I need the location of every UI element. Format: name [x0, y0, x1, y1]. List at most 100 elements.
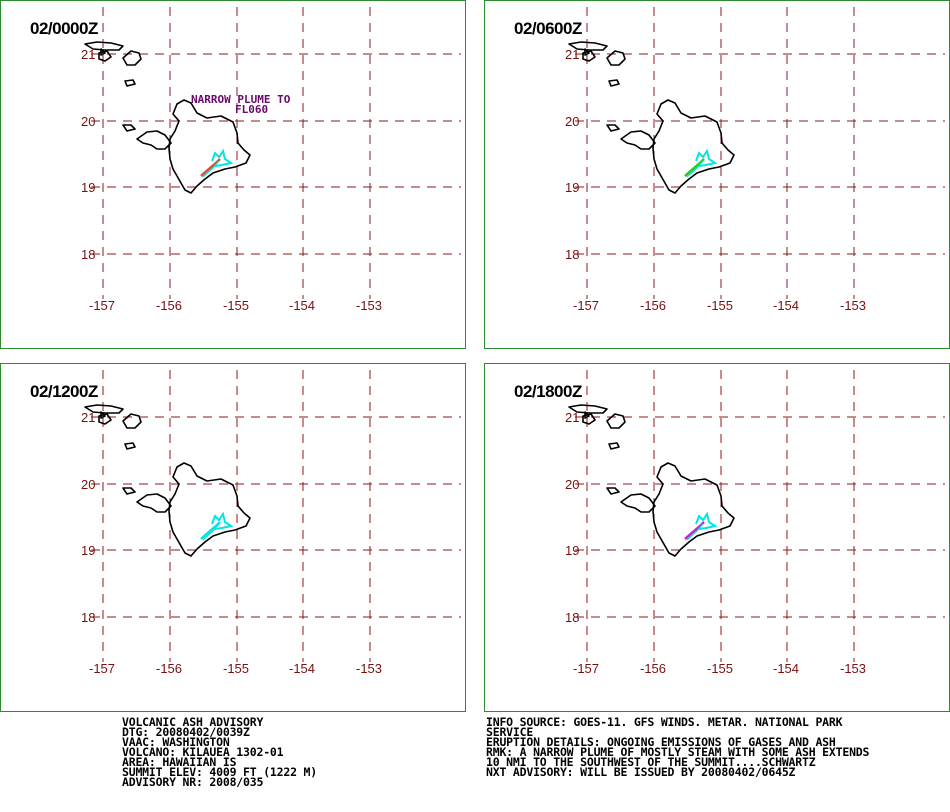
advisory-line: ADVISORY NR: 2008/035 [122, 775, 264, 789]
lat-tick-label: 18 [81, 610, 95, 625]
lon-tick-label: -153 [840, 661, 866, 676]
lat-tick-label: 18 [81, 247, 95, 262]
plume-annotation: FL060 [235, 103, 268, 116]
advisory-line: SERVICE [486, 725, 534, 739]
lat-tick-label: 20 [565, 114, 579, 129]
lon-tick-label: -157 [573, 661, 599, 676]
lon-tick-label: -153 [356, 661, 382, 676]
lon-tick-label: -155 [707, 661, 733, 676]
big-island-coastline [652, 462, 735, 557]
ash-plume [200, 148, 234, 178]
advisory-line: RMK: A NARROW PLUME OF MOSTLY STEAM WITH… [486, 745, 870, 759]
map-canvas: 21 20 19 18 -157 -156 -155 -154 -153 [81, 370, 461, 676]
map-panel-3: 21 20 19 18 -157 -156 -155 -154 -153 02/1200Z [0, 363, 466, 712]
island-coastline [608, 442, 620, 450]
lon-tick-label: -154 [289, 661, 315, 676]
panel-time-label: 02/1200Z [30, 382, 98, 401]
island-coastline [122, 413, 142, 429]
lon-tick-label: -157 [89, 298, 115, 313]
map-panel-4: 21 20 19 18 -157 -156 -155 -154 -153 02/1800Z [484, 363, 950, 712]
island-coastline [98, 413, 112, 425]
island-coastline [606, 124, 656, 150]
island-coastline [122, 487, 172, 513]
advisory-line: 10 NMI TO THE SOUTHWEST OF THE SUMMIT...… [486, 755, 816, 769]
lon-tick-label: -154 [773, 661, 799, 676]
lon-tick-label: -157 [89, 661, 115, 676]
lat-lon-grid [91, 7, 461, 299]
island-coastline [568, 404, 608, 414]
lon-tick-label: -155 [223, 661, 249, 676]
island-coastline [100, 48, 106, 56]
lon-tick-label: -156 [156, 298, 182, 313]
advisory-line: VOLCANIC ASH ADVISORY [122, 715, 264, 729]
lat-tick-label: 21 [81, 47, 95, 62]
advisory-line: INFO SOURCE: GOES-11. GFS WINDS. METAR. … [486, 715, 843, 729]
lon-tick-label: -156 [640, 661, 666, 676]
advisory-line: ERUPTION DETAILS: ONGOING EMISSIONS OF G… [486, 735, 836, 749]
advisory-header-block: VOLCANIC ASH ADVISORY DTG: 20080402/0039Z… [122, 715, 317, 789]
lat-lon-grid [575, 370, 945, 662]
lat-tick-label: 20 [81, 477, 95, 492]
island-coastline [606, 487, 656, 513]
lon-tick-label: -153 [356, 298, 382, 313]
lat-tick-label: 20 [81, 114, 95, 129]
lon-tick-label: -156 [640, 298, 666, 313]
lat-tick-label: 19 [565, 180, 579, 195]
island-coastline [122, 50, 142, 66]
island-coastline [122, 124, 172, 150]
island-coastline [582, 50, 596, 62]
advisory-details-block: INFO SOURCE: GOES-11. GFS WINDS. METAR. … [486, 715, 870, 779]
lat-tick-label: 19 [81, 543, 95, 558]
island-coastline [608, 79, 620, 87]
island-coastline [568, 41, 608, 51]
advisory-line: VAAC: WASHINGTON [122, 735, 230, 749]
lat-lon-grid [575, 7, 945, 299]
island-coastline [124, 442, 136, 450]
lat-tick-label: 19 [81, 180, 95, 195]
big-island-coastline [168, 462, 251, 557]
lon-tick-label: -154 [773, 298, 799, 313]
lon-tick-label: -154 [289, 298, 315, 313]
panel-time-label: 02/0600Z [514, 19, 582, 38]
lat-tick-label: 18 [565, 610, 579, 625]
island-coastline [98, 50, 112, 62]
map-panel-1: 21 20 19 18 -157 -156 -155 -154 -153 NARROW PLUME… [0, 0, 466, 349]
island-coastline [582, 413, 596, 425]
lon-tick-label: -156 [156, 661, 182, 676]
advisory-line: AREA: HAWAIIAN IS [122, 755, 237, 769]
island-coastline [100, 411, 106, 419]
plume-annotation: NARROW PLUME TO [191, 93, 291, 106]
panel-time-label: 02/0000Z [30, 19, 98, 38]
advisory-line: DTG: 20080402/0039Z [122, 725, 250, 739]
lat-lon-grid [91, 370, 461, 662]
ash-plume [200, 511, 234, 541]
advisory-line: VOLCANO: KILAUEA 1302-01 [122, 745, 284, 759]
map-canvas: 21 20 19 18 -157 -156 -155 -154 -153 [565, 370, 945, 676]
island-coastline [584, 48, 590, 56]
lat-tick-label: 18 [565, 247, 579, 262]
big-island-coastline [652, 99, 735, 194]
lon-tick-label: -155 [223, 298, 249, 313]
island-coastline [84, 404, 124, 414]
map-panel-2: 21 20 19 18 -157 -156 -155 -154 -153 02/0600Z [484, 0, 950, 349]
lon-tick-label: -157 [573, 298, 599, 313]
lat-tick-label: 19 [565, 543, 579, 558]
ash-plume [684, 511, 718, 541]
advisory-line: SUMMIT ELEV: 4009 FT (1222 M) [122, 765, 317, 779]
island-coastline [124, 79, 136, 87]
lon-tick-label: -155 [707, 298, 733, 313]
ash-plume [684, 148, 718, 178]
island-coastline [606, 50, 626, 66]
island-coastline [84, 41, 124, 51]
advisory-line: NXT ADVISORY: WILL BE ISSUED BY 20080402… [486, 765, 796, 779]
lat-tick-label: 21 [81, 410, 95, 425]
lat-tick-label: 21 [565, 410, 579, 425]
lon-tick-label: -153 [840, 298, 866, 313]
lat-tick-label: 20 [565, 477, 579, 492]
map-canvas: 21 20 19 18 -157 -156 -155 -154 -153 [565, 7, 945, 313]
map-canvas: 21 20 19 18 -157 -156 -155 -154 -153 NARROW PLUME… [81, 7, 461, 313]
lat-tick-label: 21 [565, 47, 579, 62]
island-coastline [584, 411, 590, 419]
island-coastline [606, 413, 626, 429]
panel-time-label: 02/1800Z [514, 382, 582, 401]
